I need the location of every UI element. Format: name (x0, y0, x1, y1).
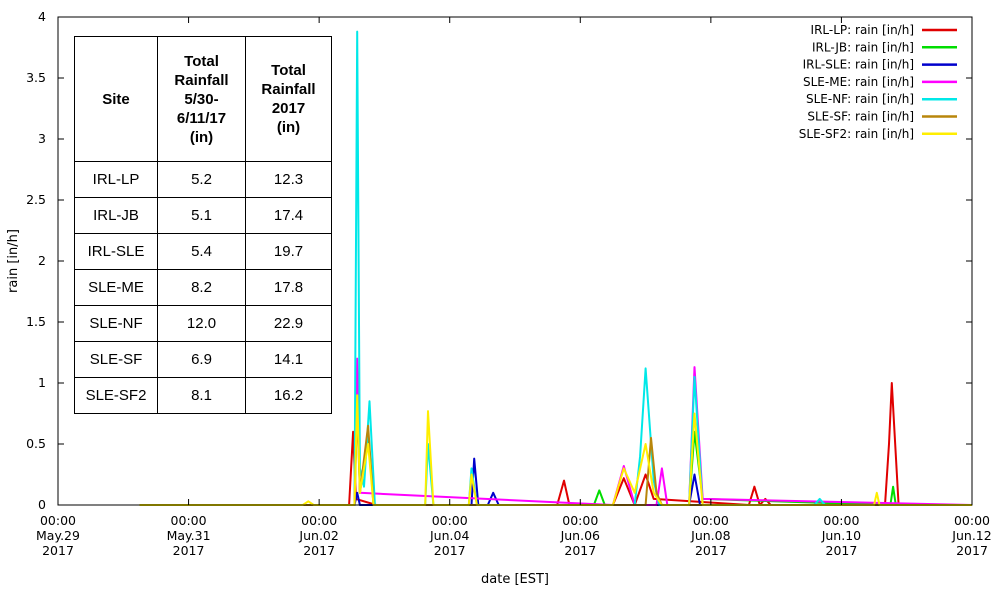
y-tick-label: 1 (38, 375, 46, 390)
y-tick-label: 0 (38, 497, 46, 512)
x-tick-label: 00:00 Jun.08 2017 (690, 513, 730, 558)
table-cell: 5.1 (157, 197, 246, 234)
legend-label-0: IRL-LP: rain [in/h] (811, 23, 914, 37)
table-cell: 5.2 (157, 161, 246, 198)
table-cell: 12.3 (245, 161, 332, 198)
table-cell: 22.9 (245, 305, 332, 342)
y-tick-label: 2 (38, 253, 46, 268)
axis-layer: 0 0.5 1 1.5 2 2.5 3 3.5 4 00:00 May.29 2017 00:00 May… (26, 9, 992, 558)
table-cell: IRL-LP (74, 161, 158, 198)
table-row: IRL-SLE 5.4 19.7 (74, 233, 332, 270)
header-total-2017: Total Rainfall 2017 (in) (245, 36, 332, 162)
x-tick-label: 00:00 Jun.04 2017 (429, 513, 469, 558)
x-tick-label: 00:00 Jun.10 2017 (821, 513, 861, 558)
table-cell: 17.4 (245, 197, 332, 234)
y-axis-title: rain [in/h] (6, 229, 21, 293)
legend-label-5: SLE-SF: rain [in/h] (807, 110, 914, 124)
table-row: IRL-LP 5.2 12.3 (74, 161, 332, 198)
x-tick-label: 00:00 May.31 2017 (167, 513, 211, 558)
header-total-period: Total Rainfall 5/30- 6/11/17 (in) (157, 36, 246, 162)
table-body: IRL-LP 5.2 12.3 IRL-JB 5.1 17.4 IRL-SLE 5.4 19.7… (74, 161, 332, 414)
x-tick-label: 00:00 May.29 2017 (36, 513, 80, 558)
legend-label-2: IRL-SLE: rain [in/h] (803, 58, 914, 72)
series-line-6 (139, 394, 972, 506)
table-cell: 8.2 (157, 269, 246, 306)
table-cell: 8.1 (157, 377, 246, 414)
table-cell: SLE-NF (74, 305, 158, 342)
table-cell: 16.2 (245, 377, 332, 414)
x-tick-label: 00:00 Jun.12 2017 (951, 513, 991, 558)
series-line-5 (139, 406, 972, 506)
rainfall-summary-table: Site Total Rainfall 5/30- 6/11/17 (in) Total… (74, 36, 332, 414)
table-row: IRL-JB 5.1 17.4 (74, 197, 332, 234)
legend-label-6: SLE-SF2: rain [in/h] (799, 127, 914, 141)
legend-label-4: SLE-NF: rain [in/h] (806, 92, 914, 106)
x-tick-label: 00:00 Jun.06 2017 (560, 513, 600, 558)
table-cell: 14.1 (245, 341, 332, 378)
table-header-row: Site Total Rainfall 5/30- 6/11/17 (in) Total… (74, 36, 332, 162)
x-tick-label: 00:00 Jun.02 2017 (298, 513, 338, 558)
table-row: SLE-SF 6.9 14.1 (74, 341, 332, 378)
table-row: SLE-SF2 8.1 16.2 (74, 377, 332, 414)
y-tick-label: 0.5 (26, 436, 46, 451)
table-cell: 17.8 (245, 269, 332, 306)
table-cell: SLE-ME (74, 269, 158, 306)
legend: IRL-LP: rain [in/h] IRL-JB: rain [in/h] IR… (799, 23, 957, 141)
legend-label-1: IRL-JB: rain [in/h] (812, 40, 914, 54)
table-row: SLE-NF 12.0 22.9 (74, 305, 332, 342)
table-cell: IRL-SLE (74, 233, 158, 270)
table-cell: 12.0 (157, 305, 246, 342)
y-tick-label: 3 (38, 131, 46, 146)
series-line-2 (139, 457, 972, 506)
y-tick-label: 3.5 (26, 70, 46, 85)
table-cell: SLE-SF2 (74, 377, 158, 414)
table-cell: 19.7 (245, 233, 332, 270)
y-tick-label: 4 (38, 9, 46, 24)
table-cell: 6.9 (157, 341, 246, 378)
table-row: SLE-ME 8.2 17.8 (74, 269, 332, 306)
table-cell: SLE-SF (74, 341, 158, 378)
table-cell: 5.4 (157, 233, 246, 270)
legend-label-3: SLE-ME: rain [in/h] (803, 75, 914, 89)
y-tick-label: 2.5 (26, 192, 46, 207)
y-tick-label: 1.5 (26, 314, 46, 329)
x-axis-title: date [EST] (481, 572, 549, 587)
table-cell: IRL-JB (74, 197, 158, 234)
header-site: Site (74, 36, 158, 162)
